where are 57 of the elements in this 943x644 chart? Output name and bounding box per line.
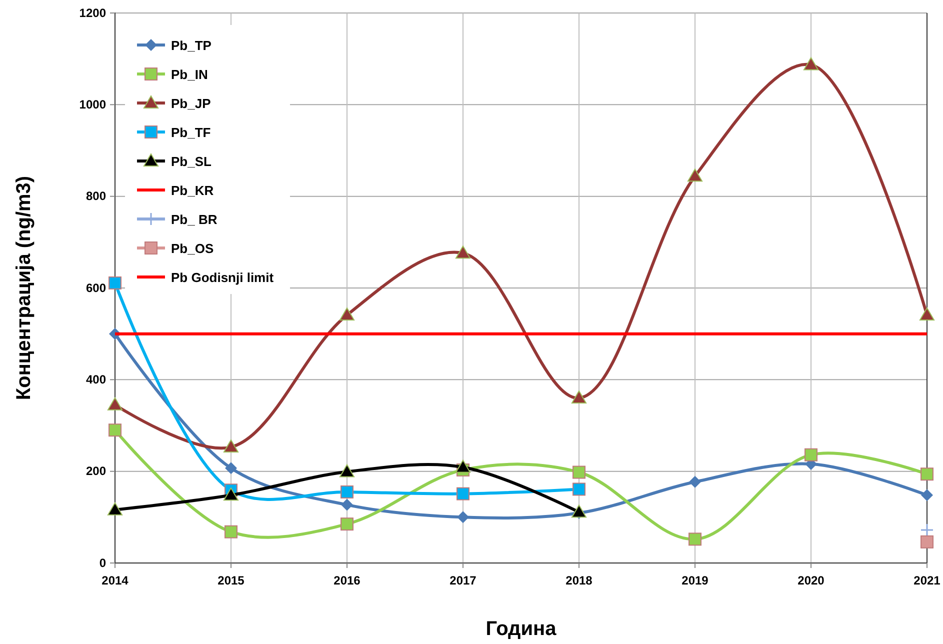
y-tick-label: 800 — [86, 189, 106, 204]
x-tick-label: 2017 — [450, 574, 477, 588]
x-tick-label: 2020 — [798, 574, 825, 588]
legend-label: Pb_ BR — [171, 212, 218, 227]
x-tick-label: 2021 — [914, 574, 941, 588]
point — [688, 168, 702, 182]
legend-label: Pb_OS — [171, 241, 214, 256]
y-tick-label: 600 — [86, 280, 106, 295]
point — [108, 397, 122, 410]
point — [108, 502, 122, 516]
point — [340, 308, 354, 321]
point — [921, 489, 933, 502]
legend-label: Pb_KR — [171, 183, 214, 198]
y-axis-title: Концентрација (ng/m3) — [13, 176, 35, 400]
x-tick-label: 2019 — [682, 574, 709, 588]
legend-label: Pb_SL — [171, 154, 212, 169]
legend-label: Pb_JP — [171, 96, 212, 111]
point — [572, 390, 586, 404]
y-tick-label: 0 — [99, 556, 106, 570]
y-tick-label: 1000 — [79, 98, 106, 112]
point — [689, 476, 701, 488]
point — [456, 460, 470, 473]
point — [920, 308, 934, 321]
x-axis-title: Година — [486, 618, 558, 640]
point — [572, 504, 586, 518]
point — [572, 482, 586, 496]
point — [224, 488, 238, 501]
x-tick-label: 2016 — [334, 574, 361, 588]
point — [688, 532, 702, 546]
x-tick-label: 2018 — [566, 574, 593, 588]
point — [340, 518, 354, 531]
point — [340, 485, 354, 498]
y-tick-label: 1200 — [79, 6, 106, 20]
point — [920, 468, 934, 481]
point — [340, 464, 354, 478]
point — [920, 535, 934, 548]
point — [108, 424, 122, 437]
point — [804, 57, 818, 70]
point — [456, 246, 470, 259]
point — [224, 440, 238, 453]
point — [225, 462, 237, 474]
point — [456, 487, 470, 500]
point — [224, 525, 238, 538]
legend-label: Pb_IN — [171, 67, 208, 82]
point — [572, 466, 586, 479]
y-tick-label: 400 — [86, 372, 106, 387]
y-tick-label: 200 — [86, 464, 106, 478]
legend-label: Pb_TF — [171, 125, 211, 140]
point — [457, 511, 469, 524]
point — [920, 523, 934, 537]
point — [804, 448, 818, 462]
point — [108, 276, 122, 290]
x-tick-label: 2014 — [102, 574, 129, 588]
x-tick-label: 2015 — [218, 574, 245, 588]
point — [341, 498, 353, 511]
legend-label: Pb_TP — [171, 38, 212, 53]
legend-label: Pb Godisnji limit — [171, 270, 274, 285]
